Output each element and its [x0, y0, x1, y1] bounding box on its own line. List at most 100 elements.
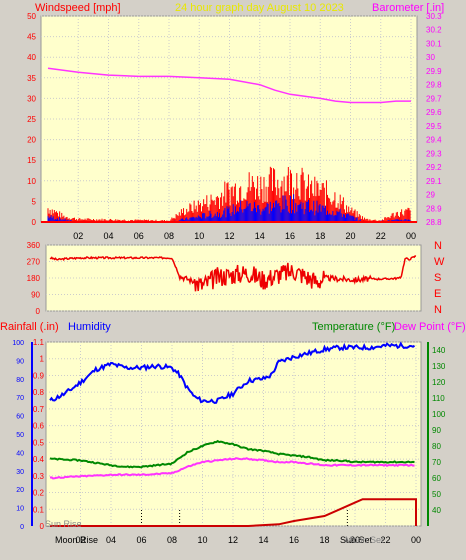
direction-tick-label: 90 — [31, 291, 40, 300]
hour-tick-label: 16 — [285, 231, 295, 241]
barometer-line — [47, 67, 411, 104]
barometer-tick-label: 29.9 — [426, 67, 442, 76]
hour-tick-label: 02 — [75, 535, 85, 545]
wind-tick-label: 50 — [27, 12, 36, 21]
barometer-tick-label: 29.3 — [426, 149, 442, 158]
hour-tick-label: 04 — [103, 231, 113, 241]
rainfall-tick-label: 0.1 — [33, 505, 45, 514]
hour-tick-label: 20 — [350, 535, 360, 545]
wind-bars — [41, 166, 417, 223]
hour-tick-label: 04 — [106, 535, 116, 545]
moon-rise-label: Moon Rise — [55, 535, 98, 545]
barometer-y-labels: 28.8 28.9 29 29.1 29.2 29.3 29.4 29.5 29.6 29.7 29… — [426, 12, 442, 227]
temperature-tick-label: 70 — [432, 458, 441, 467]
compass-label: N — [434, 240, 442, 252]
moon-set-label: Moon Set — [345, 535, 384, 545]
hour-tick-label: 00 — [411, 535, 421, 545]
hour-tick-label: 16 — [289, 535, 299, 545]
barometer-tick-label: 29 — [426, 191, 435, 200]
climate-x-labels: 02 04 06 08 10 12 14 16 18 20 22 00 — [75, 535, 421, 545]
wind-tick-label: 25 — [27, 115, 36, 124]
rainfall-title: Rainfall (.in) — [0, 321, 59, 333]
date-title: 24 hour graph day August 10 2023 — [175, 2, 344, 14]
rainfall-tick-label: 0.2 — [33, 489, 45, 498]
humidity-tick-label: 100 — [12, 340, 24, 347]
temperature-tick-label: 100 — [432, 410, 446, 419]
hour-tick-label: 10 — [194, 231, 204, 241]
humidity-tick-label: 80 — [16, 377, 24, 384]
temperature-tick-label: 40 — [432, 506, 441, 515]
humidity-title: Humidity — [68, 321, 111, 333]
hour-tick-label: 18 — [319, 535, 329, 545]
hour-tick-label: 22 — [380, 535, 390, 545]
dew-point-title: Dew Point (°F) — [394, 321, 466, 333]
sun-rise-label: Sun Rise — [45, 519, 82, 529]
temperature-y-labels: 40 50 60 70 80 90 100 110 120 130 140 — [432, 346, 446, 515]
wind-tick-label: 0 — [32, 218, 37, 227]
barometer-tick-label: 29.8 — [426, 81, 442, 90]
wind-title: Windspeed [mph] — [35, 2, 121, 14]
barometer-tick-label: 30.3 — [426, 12, 442, 21]
hour-tick-label: 08 — [164, 231, 174, 241]
direction-tick-label: 360 — [27, 241, 41, 250]
rainfall-y-labels: 0 0.1 0.2 0.3 0.4 0.5 0.6 0.7 0.8 0.9 1 1.1 — [33, 338, 45, 531]
temperature-line — [49, 439, 415, 469]
rainfall-tick-label: 0.4 — [33, 455, 45, 464]
barometer-tick-label: 30 — [426, 53, 435, 62]
rainfall-tick-label: 0 — [40, 522, 45, 531]
temperature-tick-label: 110 — [432, 394, 445, 403]
sun-set-label: Sun Set — [340, 535, 373, 545]
barometer-tick-label: 30.1 — [426, 39, 442, 48]
temperature-title: Temperature (°F) — [312, 321, 395, 333]
barometer-tick-label: 28.9 — [426, 204, 442, 213]
barometer-tick-label: 29.4 — [426, 136, 442, 145]
wind-tick-label: 45 — [27, 33, 36, 42]
barometer-tick-label: 30.2 — [426, 26, 442, 35]
hour-tick-label: 12 — [224, 231, 234, 241]
hour-tick-label: 18 — [315, 231, 325, 241]
rainfall-tick-label: 1.1 — [33, 338, 45, 347]
hour-tick-label: 10 — [197, 535, 207, 545]
temperature-tick-label: 120 — [432, 378, 446, 387]
compass-label: S — [434, 272, 441, 284]
barometer-tick-label: 29.5 — [426, 122, 442, 131]
humidity-tick-label: 60 — [16, 414, 24, 421]
wind-tick-label: 40 — [27, 53, 36, 62]
wind-tick-label: 10 — [27, 177, 36, 186]
humidity-tick-label: 70 — [16, 395, 24, 402]
wind-y-labels: 0 5 10 15 20 25 30 35 40 45 50 — [27, 12, 36, 227]
temperature-tick-label: 60 — [432, 474, 441, 483]
temperature-tick-label: 140 — [432, 346, 446, 355]
hour-tick-label: 02 — [73, 231, 83, 241]
hour-tick-label: 22 — [376, 231, 386, 241]
rainfall-line — [50, 498, 417, 527]
direction-line — [49, 255, 417, 292]
temperature-tick-label: 50 — [432, 490, 441, 499]
temperature-tick-label: 80 — [432, 442, 441, 451]
humidity-line — [49, 341, 416, 405]
humidity-tick-label: 20 — [16, 487, 24, 494]
wind-x-labels: 02 04 06 08 10 12 14 16 18 20 22 00 — [73, 231, 416, 241]
wind-tick-label: 30 — [27, 94, 36, 103]
temperature-tick-label: 130 — [432, 362, 446, 371]
wind-tick-label: 35 — [27, 74, 36, 83]
wind-tick-label: 15 — [27, 156, 36, 165]
direction-tick-label: 180 — [27, 274, 41, 283]
barometer-tick-label: 29.6 — [426, 108, 442, 117]
direction-tick-label: 270 — [27, 258, 41, 267]
humidity-tick-label: 30 — [16, 469, 24, 476]
humidity-tick-label: 10 — [16, 506, 24, 513]
barometer-tick-label: 29.7 — [426, 94, 442, 103]
wind-tick-label: 5 — [32, 197, 37, 206]
rainfall-tick-label: 1 — [40, 355, 45, 364]
compass-label: E — [434, 288, 441, 300]
hour-tick-label: 12 — [228, 535, 238, 545]
humidity-tick-label: 40 — [16, 450, 24, 457]
wind-tick-label: 20 — [27, 136, 36, 145]
humidity-y-labels: 0 10 20 30 40 50 60 70 80 90 100 — [12, 340, 24, 531]
hour-tick-label: 00 — [406, 231, 416, 241]
humidity-tick-label: 0 — [20, 524, 24, 531]
